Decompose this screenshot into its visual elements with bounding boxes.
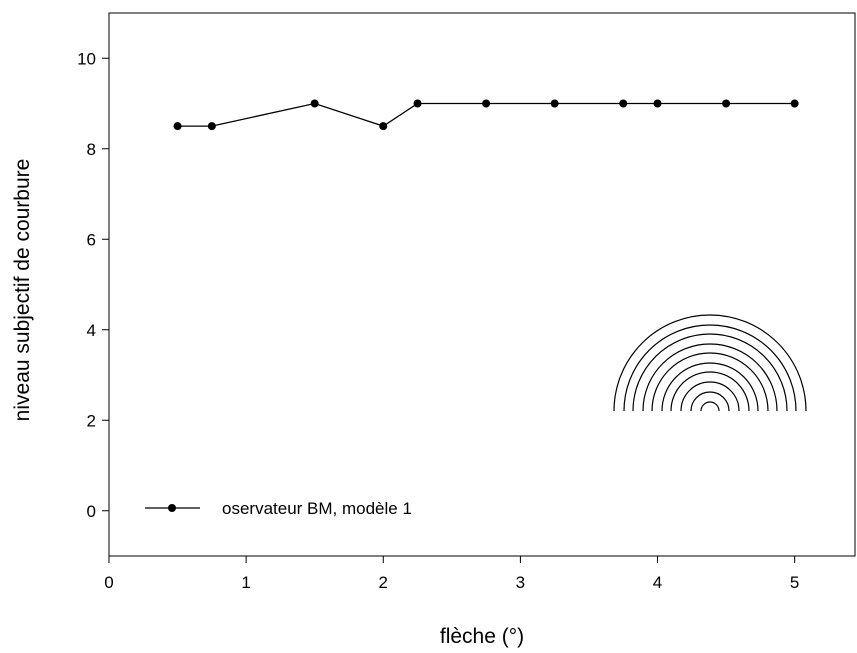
y-axis-label: niveau subjectif de courbure — [11, 159, 34, 422]
semicircle-icon — [613, 314, 807, 412]
marker — [722, 99, 731, 108]
marker — [653, 99, 662, 108]
y-tick-label: 10 — [77, 49, 96, 68]
y-tick-label: 6 — [87, 230, 96, 249]
x-tick-label: 4 — [653, 573, 662, 592]
plot-frame — [108, 12, 856, 557]
y-tick-label: 0 — [87, 502, 96, 521]
legend-label: oservateur BM, modèle 1 — [222, 499, 412, 518]
y-tick-label: 2 — [87, 411, 96, 430]
legend-marker — [168, 504, 176, 512]
marker — [790, 99, 799, 108]
x-axis-label: flèche (°) — [440, 625, 524, 648]
x-tick-label: 2 — [379, 573, 388, 592]
x-tick-label: 5 — [790, 573, 799, 592]
marker — [482, 99, 491, 108]
marker — [550, 99, 559, 108]
x-tick-label: 1 — [241, 573, 250, 592]
x-tick-label: 0 — [104, 573, 113, 592]
marker — [379, 122, 388, 131]
y-tick-label: 4 — [87, 321, 96, 340]
marker — [310, 99, 319, 108]
marker — [207, 122, 216, 131]
marker — [173, 122, 182, 131]
y-tick-label: 8 — [87, 140, 96, 159]
marker — [413, 99, 422, 108]
x-tick-label: 3 — [516, 573, 525, 592]
marker — [619, 99, 628, 108]
